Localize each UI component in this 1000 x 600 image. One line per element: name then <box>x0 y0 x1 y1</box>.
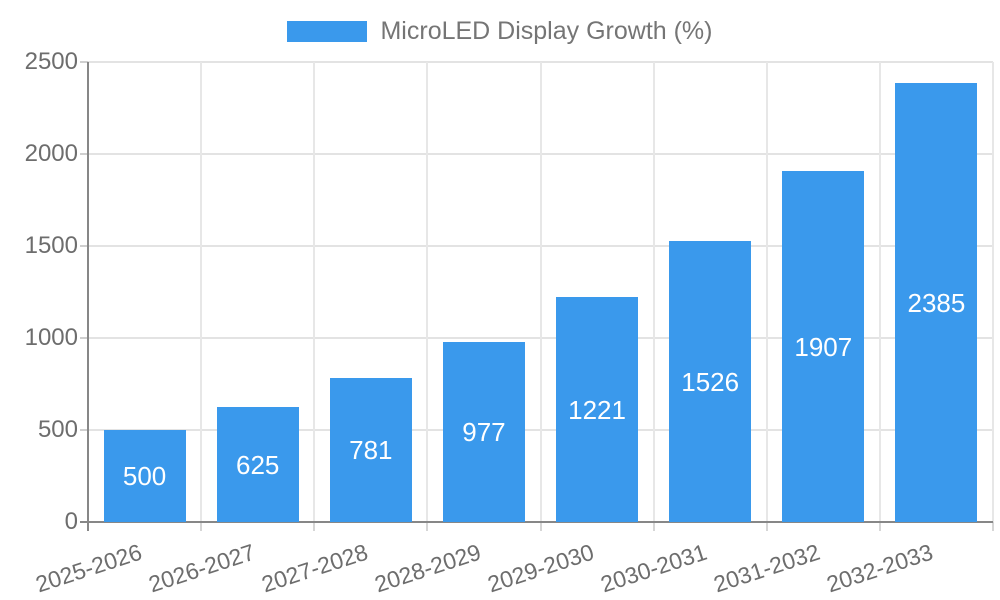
v-gridline <box>426 62 429 522</box>
v-gridline <box>765 62 768 522</box>
x-axis-line <box>80 521 993 523</box>
y-axis-tick <box>80 337 88 339</box>
y-axis-tick <box>80 245 88 247</box>
legend-label: MicroLED Display Growth (%) <box>380 17 713 45</box>
y-axis-label: 2000 <box>24 140 78 167</box>
y-axis-label: 500 <box>37 416 78 443</box>
x-axis-tick <box>539 522 542 531</box>
bar-value-label: 1526 <box>681 366 740 397</box>
bar-value-label: 1907 <box>794 331 853 362</box>
v-gridline <box>652 62 655 522</box>
bar-value-label: 1221 <box>568 394 626 425</box>
legend-swatch-icon <box>287 20 368 42</box>
bar-value-label: 500 <box>122 461 167 491</box>
bar-value-label: 2385 <box>907 287 966 318</box>
x-axis-tick <box>765 522 768 531</box>
v-gridline <box>200 62 203 522</box>
y-axis-tick <box>80 429 88 431</box>
y-axis-label: 1000 <box>24 324 78 351</box>
bar[interactable] <box>782 171 865 522</box>
y-axis-label: 1500 <box>24 232 78 259</box>
y-axis-tick <box>80 153 88 155</box>
bar[interactable] <box>103 430 186 522</box>
bar-value-label: 977 <box>462 417 506 447</box>
bar[interactable] <box>329 378 412 522</box>
v-gridline <box>878 62 881 522</box>
x-axis-tick <box>200 522 203 531</box>
bar[interactable] <box>895 83 978 522</box>
v-gridline <box>539 62 542 522</box>
bar[interactable] <box>669 241 752 522</box>
x-axis-tick <box>652 522 655 531</box>
bar-value-label: 625 <box>235 449 280 480</box>
x-axis-tick <box>992 522 994 531</box>
v-gridline <box>313 62 316 522</box>
bar[interactable] <box>442 342 525 522</box>
y-axis-line <box>87 62 89 531</box>
bar[interactable] <box>216 407 299 522</box>
y-axis-label: 0 <box>64 508 78 535</box>
legend[interactable]: MicroLED Display Growth (%) <box>0 14 1000 48</box>
bar[interactable] <box>556 297 639 522</box>
y-axis-label: 2500 <box>24 48 78 75</box>
x-axis-tick <box>426 522 429 531</box>
x-axis-tick <box>313 522 316 531</box>
x-axis-tick <box>878 522 881 531</box>
bar-value-label: 781 <box>349 435 393 465</box>
y-axis-tick <box>80 61 88 63</box>
v-gridline <box>992 62 994 522</box>
